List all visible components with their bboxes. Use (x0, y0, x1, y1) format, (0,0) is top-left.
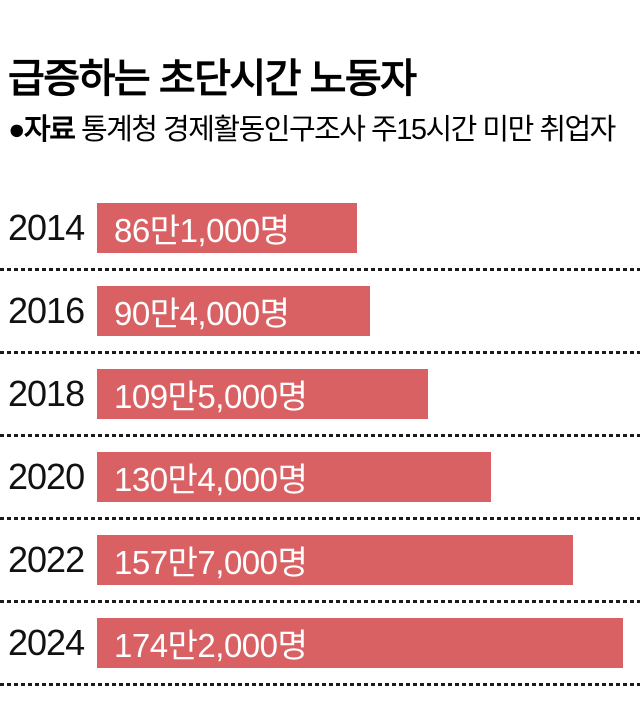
bar-value-2018: 109만5,000명 (114, 378, 308, 415)
chart-row-2014: 2014 86만1,000명 (0, 188, 640, 268)
year-label-2018: 2018 (8, 373, 85, 414)
bar-value-2016: 90만4,000명 (114, 295, 290, 332)
dashed-separator (0, 683, 640, 686)
dashed-separator (0, 600, 640, 603)
year-label-2022: 2022 (8, 539, 85, 580)
source-line: ●자료 통계청 경제활동인구조사 주15시간 미만 취업자 (8, 112, 632, 148)
dashed-separator (0, 517, 640, 520)
bar-2022: 157만7,000명 (97, 535, 573, 585)
source-label: ●자료 (8, 114, 76, 146)
bar-2024: 174만2,000명 (97, 618, 623, 668)
bar-value-2014: 86만1,000명 (114, 212, 290, 249)
chart-row-2022: 2022 157만7,000명 (0, 520, 640, 600)
year-label-2024: 2024 (8, 622, 85, 663)
chart-header: 급증하는 초단시간 노동자 ●자료 통계청 경제활동인구조사 주15시간 미만 … (0, 0, 640, 148)
chart-row-2016: 2016 90만4,000명 (0, 271, 640, 351)
bar-value-2024: 174만2,000명 (114, 627, 308, 664)
bar-2016: 90만4,000명 (97, 286, 370, 336)
bar-chart: 2014 86만1,000명 2016 90만4,000명 2018 109만5… (0, 188, 640, 686)
chart-row-2020: 2020 130만4,000명 (0, 437, 640, 517)
chart-title: 급증하는 초단시간 노동자 (8, 57, 417, 101)
source-text: 통계청 경제활동인구조사 주15시간 미만 취업자 (74, 114, 616, 146)
chart-row-2024: 2024 174만2,000명 (0, 603, 640, 683)
year-label-2016: 2016 (8, 290, 85, 331)
bar-value-2020: 130만4,000명 (114, 461, 308, 498)
dashed-separator (0, 268, 640, 271)
chart-row-2018: 2018 109만5,000명 (0, 354, 640, 434)
dashed-separator (0, 434, 640, 437)
year-label-2014: 2014 (8, 207, 85, 248)
year-label-2020: 2020 (8, 456, 85, 497)
bar-2020: 130만4,000명 (97, 452, 491, 502)
dashed-separator (0, 351, 640, 354)
bar-2018: 109만5,000명 (97, 369, 428, 419)
bar-value-2022: 157만7,000명 (114, 544, 308, 581)
bar-2014: 86만1,000명 (97, 203, 357, 253)
